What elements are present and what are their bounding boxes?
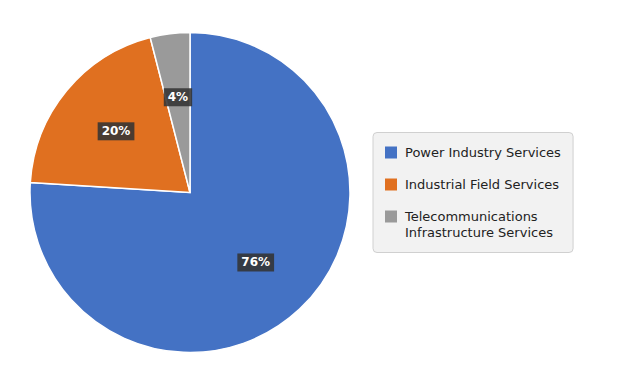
- data-label: 20%: [98, 122, 135, 140]
- data-label: 76%: [237, 253, 274, 271]
- data-label-box: [98, 122, 135, 140]
- slices: [30, 33, 350, 353]
- legend-label: Power Industry Services: [405, 145, 561, 160]
- legend-label: TelecommunicationsInfrastructure Service…: [404, 209, 553, 240]
- data-label-box: [237, 253, 274, 271]
- legend-swatch: [385, 147, 397, 159]
- legend-swatch: [385, 211, 397, 223]
- data-label-text: 76%: [241, 255, 270, 269]
- data-label-text: 4%: [168, 90, 188, 104]
- data-labels: 76% 20% 4%: [98, 88, 274, 271]
- data-label: 4%: [164, 88, 192, 106]
- legend-label: Industrial Field Services: [405, 177, 559, 192]
- pie-slice: [150, 33, 190, 193]
- chart-container: 76% 20% 4% Power Industry Services Industria…: [0, 0, 640, 385]
- chart-svg: 76% 20% 4% Power Industry Services Industria…: [0, 0, 640, 385]
- legend-swatch: [385, 179, 397, 191]
- legend: Power Industry Services Industrial Field …: [373, 133, 573, 253]
- data-label-text: 20%: [102, 124, 131, 138]
- pie-slice: [30, 33, 350, 353]
- data-label-box: [164, 88, 192, 106]
- legend-box: [373, 133, 573, 253]
